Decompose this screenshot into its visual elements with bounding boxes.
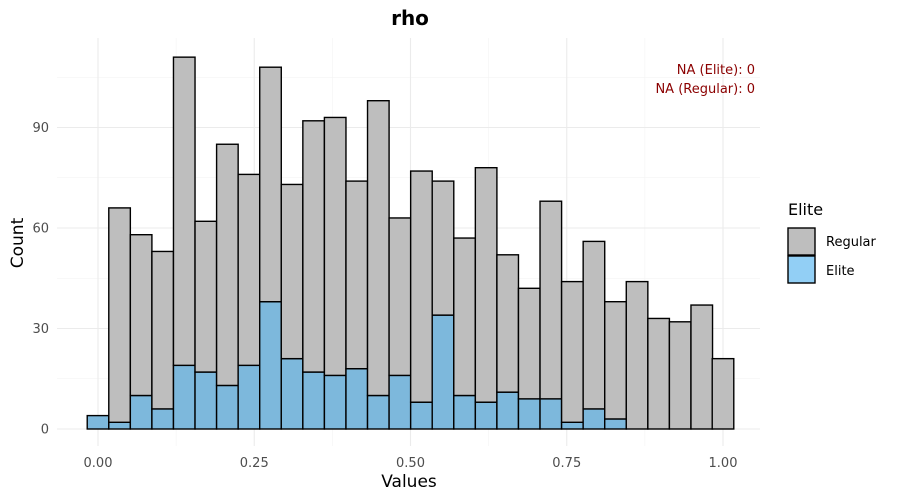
- bar-elite: [474, 401, 498, 430]
- bar-regular: [496, 254, 520, 393]
- bar-regular: [517, 287, 541, 400]
- bar-regular: [129, 233, 153, 397]
- y-tick-label: 0: [41, 423, 49, 438]
- x-tick-label: 1.00: [709, 456, 738, 471]
- bar-regular: [539, 200, 563, 400]
- bar-elite: [108, 421, 132, 430]
- legend-swatch-elite: [787, 255, 816, 284]
- legend: Elite Regular Elite: [787, 200, 877, 284]
- bar-regular: [604, 301, 627, 420]
- legend-label-elite: Elite: [826, 264, 855, 279]
- chart-title: rho: [391, 6, 429, 30]
- bar-regular: [366, 99, 390, 397]
- legend-label-regular: Regular: [826, 235, 877, 250]
- y-tick-label: 60: [32, 222, 49, 237]
- bar-regular: [453, 237, 477, 397]
- bar-regular: [668, 321, 692, 430]
- bar-elite: [86, 414, 110, 430]
- annotation-na-regular: NA (Regular): 0: [655, 82, 755, 97]
- bar-regular: [388, 217, 412, 377]
- x-tick-label: 0.00: [84, 456, 113, 471]
- bar-elite: [237, 364, 261, 430]
- bar-elite: [172, 364, 196, 430]
- bar-elite: [409, 401, 433, 430]
- bar-regular: [280, 183, 304, 360]
- bar-elite: [366, 394, 390, 430]
- legend-swatch-regular: [787, 227, 816, 256]
- bar-elite: [582, 408, 606, 430]
- bar-elite: [280, 357, 304, 430]
- axes: 0 30 60 90 0.00 0.25 0.50 0.75 1.00: [32, 121, 737, 471]
- bar-regular: [151, 250, 175, 410]
- bar-regular: [172, 56, 196, 367]
- bar-regular: [259, 66, 282, 303]
- bar-elite: [560, 421, 584, 430]
- bar-regular: [108, 207, 132, 423]
- y-tick-label: 30: [32, 322, 49, 337]
- annotation-na-elite: NA (Elite): 0: [677, 63, 755, 78]
- bar-regular: [647, 317, 671, 430]
- bar-regular: [711, 357, 735, 430]
- bar-elite: [215, 384, 239, 430]
- legend-title: Elite: [788, 200, 823, 219]
- x-tick-label: 0.50: [396, 456, 425, 471]
- bar-regular: [345, 180, 369, 370]
- bar-regular: [194, 220, 218, 373]
- bar-elite: [259, 301, 282, 430]
- x-tick-label: 0.75: [552, 456, 581, 471]
- bar-regular: [690, 304, 714, 430]
- bar-elite: [345, 368, 369, 430]
- bars: [86, 56, 735, 430]
- bar-regular: [237, 173, 261, 367]
- bar-elite: [431, 314, 455, 430]
- bar-elite: [496, 391, 520, 430]
- bar-elite: [517, 398, 541, 430]
- bar-elite: [539, 398, 563, 430]
- bar-regular: [302, 120, 326, 373]
- bar-regular: [323, 116, 347, 377]
- bar-elite: [194, 371, 218, 430]
- y-tick-label: 90: [32, 121, 49, 136]
- bar-elite: [453, 394, 477, 430]
- bar-elite: [151, 408, 175, 430]
- x-axis-label: Values: [381, 472, 437, 492]
- x-tick-label: 0.25: [240, 456, 269, 471]
- bar-regular: [215, 143, 239, 387]
- bar-regular: [431, 180, 455, 316]
- bar-elite: [604, 418, 627, 430]
- bar-regular: [409, 170, 433, 403]
- y-axis-label: Count: [8, 217, 28, 268]
- bar-regular: [560, 280, 584, 424]
- bar-regular: [474, 166, 498, 403]
- bar-regular: [582, 240, 606, 410]
- bar-regular: [625, 280, 649, 430]
- bar-elite: [323, 374, 347, 430]
- bar-elite: [388, 374, 412, 430]
- bar-elite: [302, 371, 326, 430]
- bar-elite: [129, 394, 153, 430]
